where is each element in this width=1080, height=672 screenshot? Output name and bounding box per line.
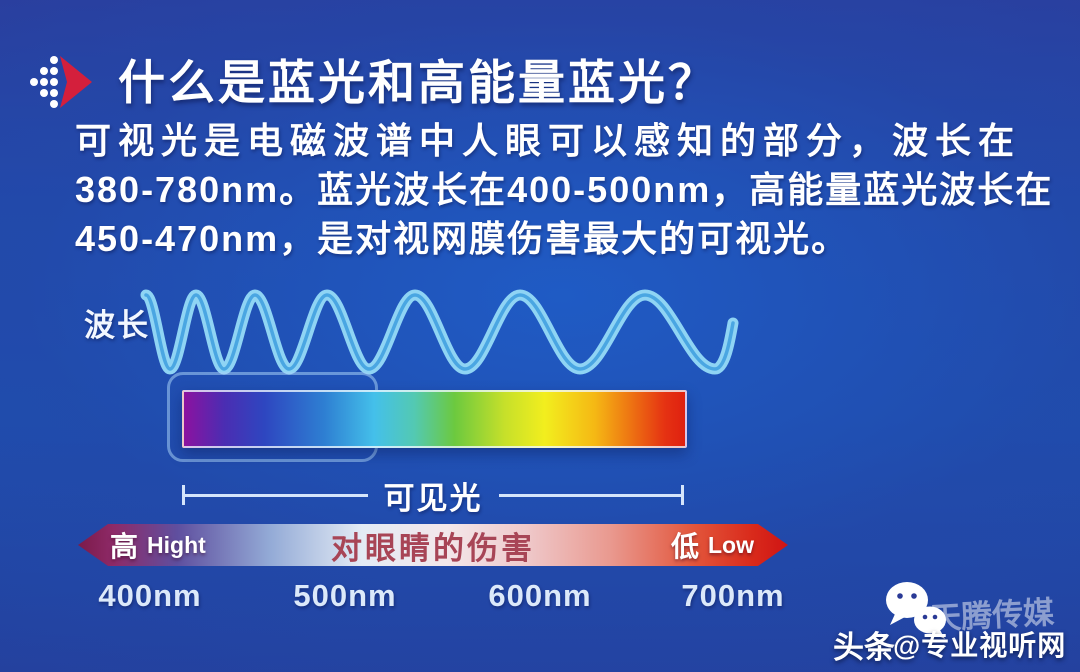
axis-tick-500nm: 500nm bbox=[293, 578, 397, 613]
damage-low-label-en: Low bbox=[708, 531, 754, 558]
bracket-left-tick bbox=[182, 485, 185, 505]
damage-high-group: 高 Hight bbox=[110, 524, 206, 566]
axis-tick-700nm: 700nm bbox=[681, 578, 785, 613]
page-title: 什么是蓝光和高能量蓝光？ bbox=[118, 56, 718, 109]
axis-tick-400nm: 400nm bbox=[98, 578, 202, 613]
damage-high-label-en: Hight bbox=[147, 531, 206, 558]
watermark-source-label: 头条 bbox=[833, 630, 895, 665]
damage-high-label: 高 bbox=[110, 531, 139, 562]
wavelength-axis: 400nm 500nm 600nm 700nm bbox=[0, 578, 1080, 618]
eye-damage-arrow-scale: 高 Hight 对眼睛的伤害 低 Low bbox=[78, 524, 788, 566]
damage-low-label: 低 bbox=[670, 531, 699, 562]
intro-paragraph: 可视光是电磁波谱中人眼可以感知的部分，波长在 380-780nm。蓝光波长在40… bbox=[75, 116, 1054, 263]
watermark-handle: @专业视听网 bbox=[893, 630, 1067, 661]
visible-light-label: 可见光 bbox=[383, 480, 483, 516]
axis-tick-600nm: 600nm bbox=[488, 578, 592, 613]
wavelength-label: 波长 bbox=[84, 308, 150, 343]
visible-light-bracket: 可见光 bbox=[182, 476, 684, 516]
paragraph-line: 可视光是电磁波谱中人眼可以感知的部分，波长在 bbox=[75, 120, 1022, 161]
paragraph-line: 450-470nm，是对视网膜伤害最大的可视光。 bbox=[75, 218, 850, 259]
visible-spectrum-bar bbox=[182, 390, 687, 448]
bracket-line bbox=[498, 493, 681, 497]
bracket-line bbox=[185, 493, 368, 497]
wechat-icon bbox=[886, 582, 946, 639]
wavelength-wave-icon bbox=[140, 289, 739, 375]
damage-low-group: 低 Low bbox=[671, 524, 754, 566]
bracket-right-tick bbox=[681, 485, 684, 505]
brand-diamond-icon bbox=[30, 56, 92, 108]
paragraph-line: 380-780nm。蓝光波长在400-500nm，高能量蓝光波长在 bbox=[75, 169, 1054, 210]
damage-title: 对眼睛的伤害 bbox=[331, 530, 535, 566]
